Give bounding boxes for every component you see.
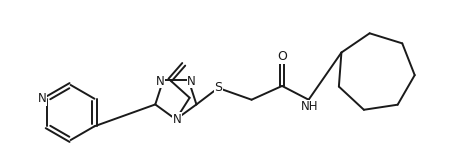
Text: NH: NH: [301, 100, 318, 113]
Text: S: S: [214, 81, 222, 94]
Text: N: N: [187, 75, 196, 88]
Text: N: N: [156, 75, 164, 88]
Text: N: N: [38, 92, 46, 105]
Text: N: N: [173, 113, 181, 126]
Text: O: O: [277, 50, 287, 63]
